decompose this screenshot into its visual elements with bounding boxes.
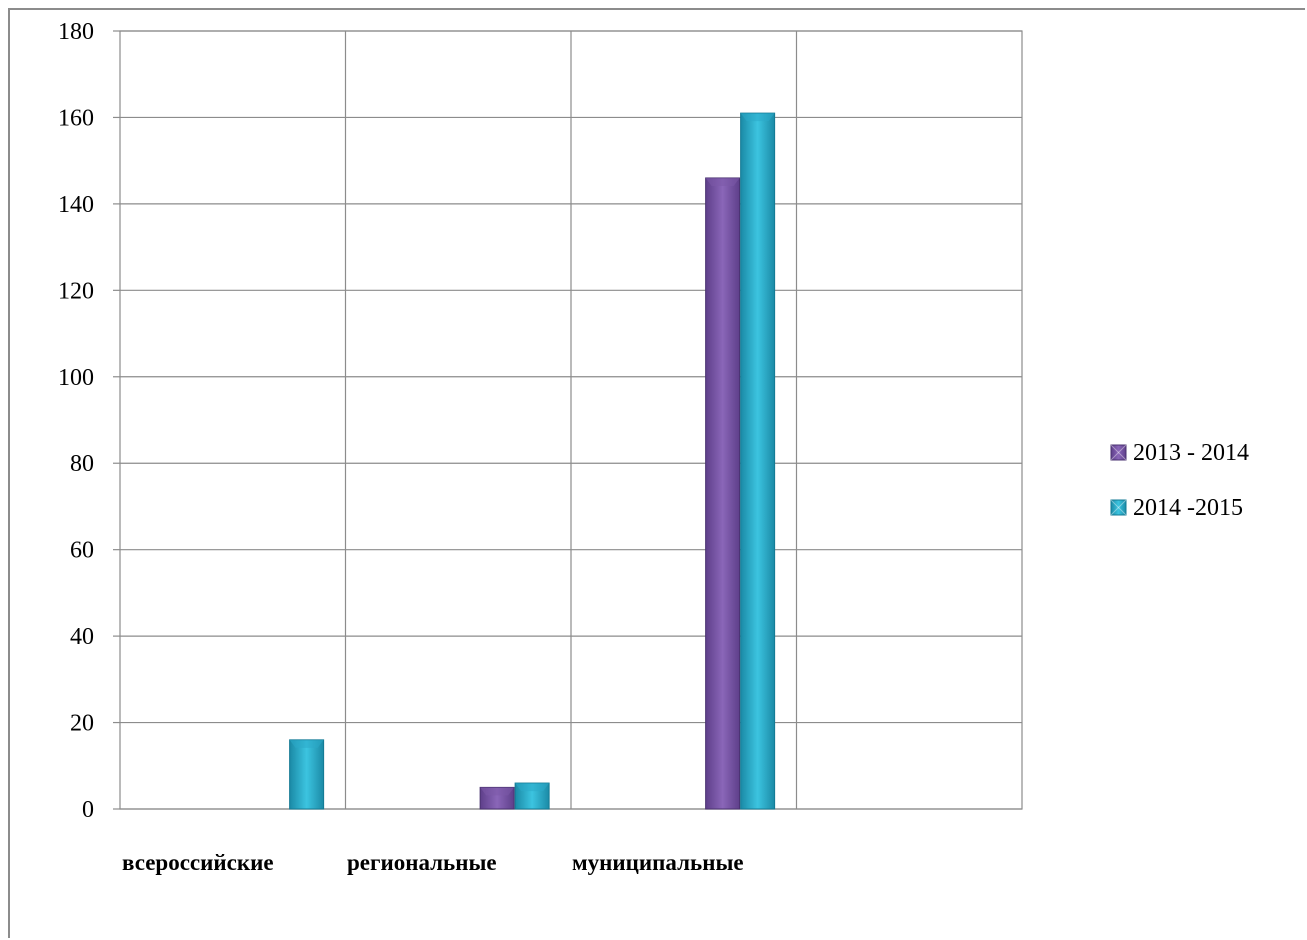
x-category-label: муниципальные: [572, 850, 744, 875]
legend-swatch-shade: [1110, 499, 1127, 516]
legend-swatch: [1110, 444, 1127, 461]
bar-bevel: [740, 113, 775, 122]
legend: 2013 - 2014 2014 -2015: [1110, 440, 1249, 521]
y-tick-label: 80: [70, 451, 94, 477]
bar-bevel: [480, 787, 515, 796]
legend-swatch-shade: [1110, 499, 1127, 516]
legend-swatch-shade: [1110, 444, 1127, 461]
chart-frame: [8, 8, 1305, 938]
y-tick-label: 120: [58, 278, 94, 304]
bar-series-2-2: [740, 112, 776, 810]
grid: [113, 30, 1023, 810]
y-tick-label: 180: [58, 19, 94, 45]
legend-label: 2014 -2015: [1133, 495, 1243, 521]
bar-series-2-0: [289, 739, 325, 810]
x-category-label: региональные: [347, 850, 497, 875]
y-tick-label: 100: [58, 365, 94, 391]
y-tick-label: 20: [70, 711, 94, 737]
bars: [289, 112, 776, 810]
legend-swatch-shade: [1110, 444, 1127, 461]
bar-bevel: [705, 177, 740, 186]
y-tick-label: 160: [58, 105, 94, 131]
y-tick-label: 140: [58, 192, 94, 218]
legend-swatch: [1110, 499, 1127, 516]
bar-bevel: [515, 783, 550, 792]
bar-series-1-2: [705, 177, 741, 810]
y-tick-label: 40: [70, 624, 94, 650]
y-tick-label: 60: [70, 538, 94, 564]
bar-bevel: [289, 739, 324, 748]
legend-label: 2013 - 2014: [1133, 440, 1249, 466]
axis-labels: 0 20 40 60 80 100 120 140 160 180 всероссийские рег…: [58, 19, 744, 875]
x-category-label: всероссийские: [122, 850, 274, 875]
y-tick-label: 0: [82, 797, 94, 823]
